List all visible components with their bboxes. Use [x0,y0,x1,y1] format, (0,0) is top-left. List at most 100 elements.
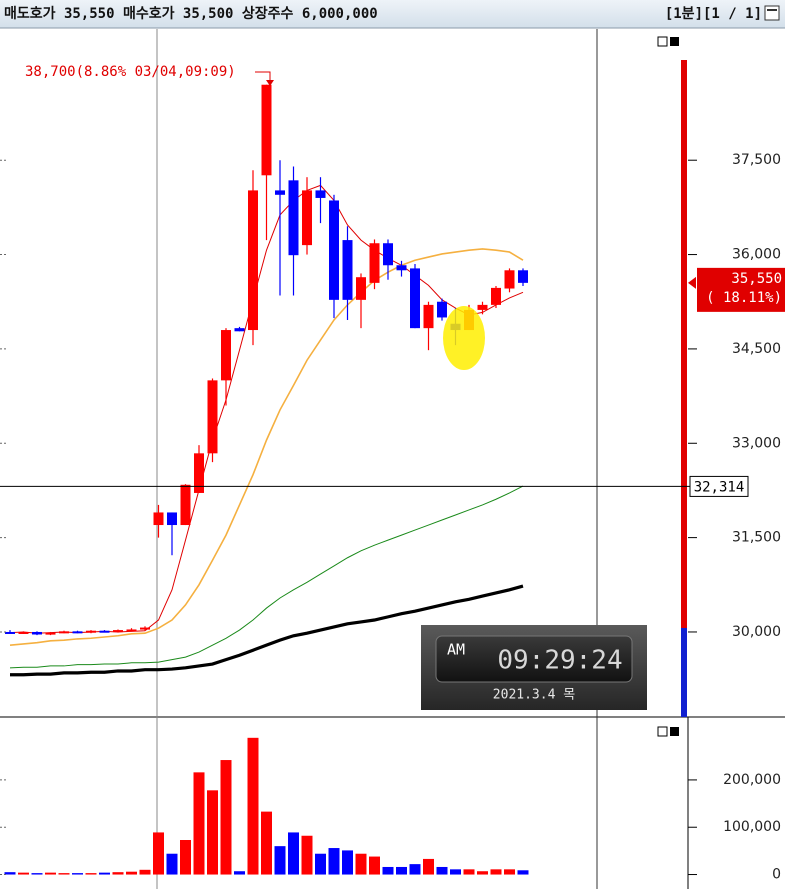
candle-body [275,190,285,195]
candle-body [518,270,528,283]
candle-body [234,328,245,332]
volume-bar [477,871,488,875]
y-tick-label: 37,500 [732,152,781,168]
candle-body [99,630,110,633]
candle-body [180,484,191,526]
y-tick-label: 200,000 [723,772,781,788]
range-bar-down [681,628,687,717]
volume-plot [4,737,529,875]
volume-bar [18,872,29,875]
volume-bar [45,872,56,875]
volume-bar [234,871,245,875]
header-period[interactable]: [1분][1 / 1] [665,6,762,22]
candle-body [32,631,42,635]
volume-bar [517,870,529,875]
candle-body [491,287,501,305]
candle-body [248,190,258,331]
volume-bar [112,872,124,875]
candle-body [356,277,366,300]
clock-time: 09:29:24 [497,646,622,676]
volume-bar [58,873,70,875]
volume-bar [342,850,353,875]
pane-icon[interactable] [657,36,668,47]
pane-icons[interactable] [657,36,679,737]
candle-body [113,630,123,633]
candle-body [477,304,488,310]
candle-body [207,380,218,454]
clock-meridiem: AM [447,641,465,659]
volume-bar [504,869,515,875]
volume-bar [490,869,502,875]
candle-body [437,301,447,318]
y-tick-label: 100,000 [723,819,781,835]
pane-icon[interactable] [657,726,668,737]
volume-bar [220,760,232,875]
volume-bar [436,866,448,875]
high-annotation: 38,700(8.86% 03/04,09:09) [25,64,236,80]
y-tick-label: 33,000 [732,435,781,451]
pane-icon[interactable] [670,37,679,46]
volume-bar [153,832,164,875]
highlight-marker [443,306,485,370]
candle-body [194,453,204,493]
current-price-pointer [688,276,696,289]
annotation-arrow [255,71,271,82]
moving-average-line [9,248,524,646]
candle-body [410,268,420,329]
candle-body [45,632,56,635]
candle-body [140,627,150,630]
volume-bar [85,873,97,875]
crosshair-box [689,475,749,497]
volume-bar [207,790,218,875]
volume-bar [247,737,259,875]
volume-bar [193,772,205,875]
candle-body [59,631,69,634]
volume-bar [261,811,272,875]
moving-average-line [10,584,524,677]
candle-body [504,270,515,289]
candle-body [342,240,353,300]
candle-body [167,512,177,526]
pane-icon[interactable] [670,727,679,736]
volume-bar [72,873,83,875]
candle-body [221,330,231,381]
clock-date: 2021.3.4 목 [493,688,575,703]
clock-face [435,635,633,683]
candle-body [369,243,380,283]
moving-average-line [9,485,524,669]
volume-bar [301,835,313,875]
y-tick-label: 31,500 [732,530,781,546]
candle-body [383,243,393,266]
candle-body [72,631,83,634]
candle-body [302,190,312,246]
candle-body [423,304,434,329]
volume-bar [450,869,461,875]
candle-body [315,190,326,198]
candle-body [288,180,299,256]
header-bar [0,0,785,28]
current-change-label: ( 18.11%) [706,290,782,306]
volume-bar [355,853,367,875]
volume-bar [126,871,137,875]
moving-average-line [9,184,524,634]
volume-bar [328,848,340,875]
candle-body [261,84,272,176]
overlay: 30,000 31,500 33,000 34,500 36,000 37,500 35,5… [0,152,785,883]
candle-body [86,630,96,633]
current-price-label: 35,550 [731,271,782,287]
range-bar-up [681,60,687,628]
candle-body [396,265,407,271]
volume-bar [396,866,407,875]
volume-bar [139,869,151,875]
crosshair-label: 32,314 [694,479,745,495]
candle-body [5,631,15,634]
y-tick-label: 30,000 [732,624,781,640]
volume-bar [31,873,43,875]
y-tick-label: 36,000 [732,247,781,263]
volume-bar [4,872,16,875]
annotation-arrowhead [266,80,274,86]
volume-bar [288,832,299,875]
volume-bar [315,853,326,875]
header-icon[interactable] [764,5,780,21]
